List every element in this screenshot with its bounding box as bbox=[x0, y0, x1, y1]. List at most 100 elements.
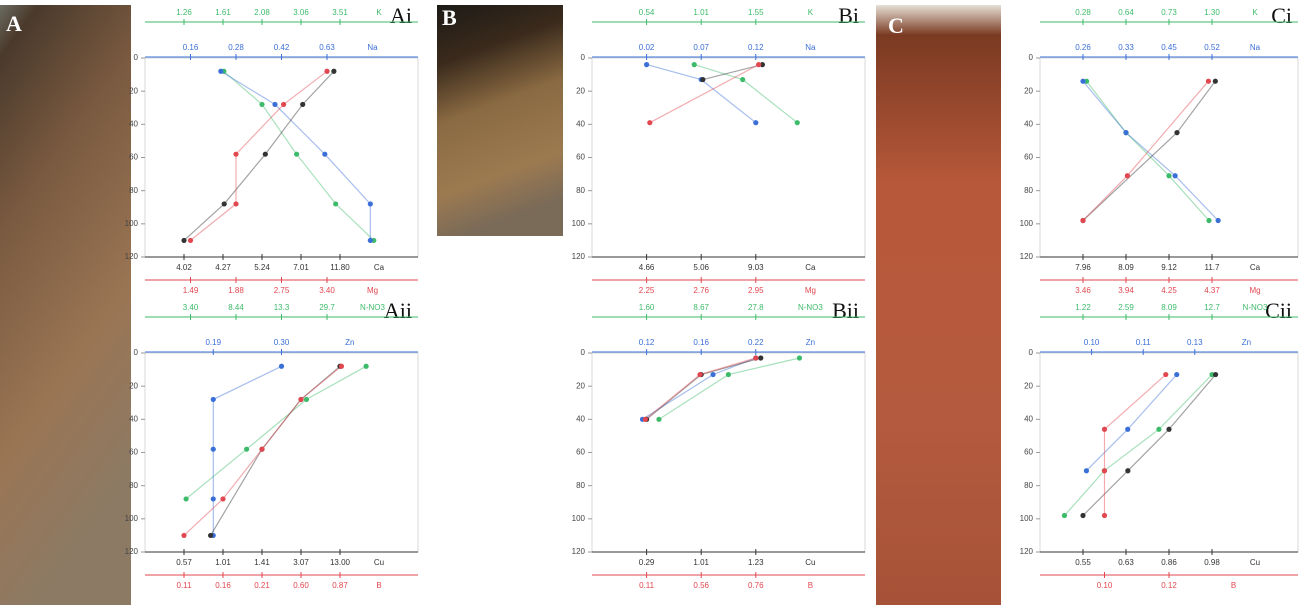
x-tick-label: 0.76 bbox=[748, 581, 764, 590]
x-tick-label: 2.76 bbox=[693, 286, 709, 295]
axis-name: Cu bbox=[374, 558, 384, 567]
y-tick-label: 100 bbox=[125, 514, 139, 523]
axis-name: Ca bbox=[805, 263, 816, 272]
data-point bbox=[753, 120, 758, 125]
data-point bbox=[211, 496, 216, 501]
axis-name: N-NO3 bbox=[798, 303, 823, 312]
data-point bbox=[656, 417, 661, 422]
data-point bbox=[211, 397, 216, 402]
data-point bbox=[333, 201, 338, 206]
axis-name: B bbox=[376, 581, 381, 590]
x-tick-label: 1.55 bbox=[748, 8, 764, 17]
y-tick-label: 60 bbox=[129, 448, 138, 457]
y-tick-label: 80 bbox=[1024, 481, 1033, 490]
y-tick-label: 20 bbox=[576, 381, 585, 390]
axis-name: B bbox=[1231, 581, 1236, 590]
x-tick-label: 5.06 bbox=[693, 263, 709, 272]
data-point bbox=[183, 496, 188, 501]
y-tick-label: 100 bbox=[572, 514, 586, 523]
y-tick-label: 120 bbox=[572, 547, 586, 556]
x-tick-label: 1.41 bbox=[254, 558, 270, 567]
chart-label: Bii bbox=[832, 298, 859, 323]
axis-name: Ca bbox=[374, 263, 385, 272]
x-tick-label: 0.63 bbox=[1118, 558, 1134, 567]
y-tick-label: 40 bbox=[129, 119, 138, 128]
y-tick-label: 0 bbox=[581, 53, 586, 62]
photo-c bbox=[876, 5, 1001, 605]
x-tick-label: 0.13 bbox=[1187, 338, 1203, 347]
x-tick-label: 1.30 bbox=[1204, 8, 1220, 17]
axis-name: Mg bbox=[1249, 286, 1260, 295]
data-point bbox=[233, 152, 238, 157]
y-tick-label: 20 bbox=[1024, 381, 1033, 390]
data-point bbox=[647, 120, 652, 125]
x-tick-label: 0.63 bbox=[319, 43, 335, 52]
x-tick-label: 1.26 bbox=[176, 8, 192, 17]
data-point bbox=[281, 102, 286, 107]
data-point bbox=[188, 238, 193, 243]
x-tick-label: 7.96 bbox=[1075, 263, 1091, 272]
x-tick-label: 0.98 bbox=[1204, 558, 1220, 567]
y-tick-label: 0 bbox=[134, 348, 139, 357]
y-tick-label: 20 bbox=[129, 381, 138, 390]
x-tick-label: 8.67 bbox=[693, 303, 709, 312]
x-tick-label: 0.30 bbox=[274, 338, 290, 347]
y-tick-label: 60 bbox=[1024, 448, 1033, 457]
data-point bbox=[1102, 468, 1107, 473]
axis-name: Zn bbox=[806, 338, 815, 347]
x-tick-label: 0.29 bbox=[639, 558, 655, 567]
axis-name: N-NO3 bbox=[360, 303, 385, 312]
data-point bbox=[181, 533, 186, 538]
x-tick-label: 1.23 bbox=[748, 558, 764, 567]
axis-name: K bbox=[1252, 8, 1258, 17]
data-point bbox=[1080, 513, 1085, 518]
y-tick-label: 100 bbox=[1020, 514, 1034, 523]
x-tick-label: 0.12 bbox=[748, 43, 764, 52]
data-point bbox=[1080, 79, 1085, 84]
data-point bbox=[1163, 372, 1168, 377]
x-tick-label: 0.21 bbox=[254, 581, 270, 590]
x-tick-label: 0.16 bbox=[183, 43, 199, 52]
y-tick-label: 120 bbox=[1020, 547, 1034, 556]
data-point bbox=[1206, 218, 1211, 223]
x-tick-label: 4.27 bbox=[215, 263, 231, 272]
x-tick-label: 27.8 bbox=[748, 303, 764, 312]
x-tick-label: 3.07 bbox=[293, 558, 309, 567]
data-point bbox=[294, 152, 299, 157]
y-tick-label: 20 bbox=[129, 86, 138, 95]
x-tick-label: 0.33 bbox=[1118, 43, 1134, 52]
x-tick-label: 0.28 bbox=[228, 43, 244, 52]
data-point bbox=[339, 364, 344, 369]
chart-label: Aii bbox=[384, 298, 412, 323]
x-tick-label: 0.02 bbox=[639, 43, 655, 52]
data-point bbox=[304, 397, 309, 402]
x-tick-label: 0.12 bbox=[639, 338, 655, 347]
x-tick-label: 0.60 bbox=[293, 581, 309, 590]
y-tick-label: 80 bbox=[1024, 186, 1033, 195]
data-point bbox=[700, 77, 705, 82]
data-point bbox=[244, 447, 249, 452]
data-point bbox=[298, 397, 303, 402]
x-tick-label: 0.73 bbox=[1161, 8, 1177, 17]
y-tick-label: 0 bbox=[581, 348, 586, 357]
y-tick-label: 40 bbox=[1024, 119, 1033, 128]
data-point bbox=[1102, 427, 1107, 432]
figure: A B C Ai0204060801001201.261.612.083.063… bbox=[0, 0, 1314, 605]
x-tick-label: 2.25 bbox=[639, 286, 655, 295]
data-point bbox=[1080, 218, 1085, 223]
data-point bbox=[1174, 372, 1179, 377]
x-tick-label: 0.22 bbox=[748, 338, 764, 347]
x-tick-label: 2.59 bbox=[1118, 303, 1134, 312]
y-tick-label: 80 bbox=[129, 186, 138, 195]
chart-label: Bi bbox=[838, 3, 859, 28]
axis-name: N-NO3 bbox=[1243, 303, 1268, 312]
x-tick-label: 3.94 bbox=[1118, 286, 1134, 295]
x-tick-label: 0.54 bbox=[639, 8, 655, 17]
data-point bbox=[797, 355, 802, 360]
x-tick-label: 0.56 bbox=[693, 581, 709, 590]
data-point bbox=[753, 355, 758, 360]
x-tick-label: 13.3 bbox=[274, 303, 290, 312]
x-tick-label: 12.7 bbox=[1204, 303, 1220, 312]
x-tick-label: 0.10 bbox=[1084, 338, 1100, 347]
x-tick-label: 11.7 bbox=[1205, 263, 1221, 272]
